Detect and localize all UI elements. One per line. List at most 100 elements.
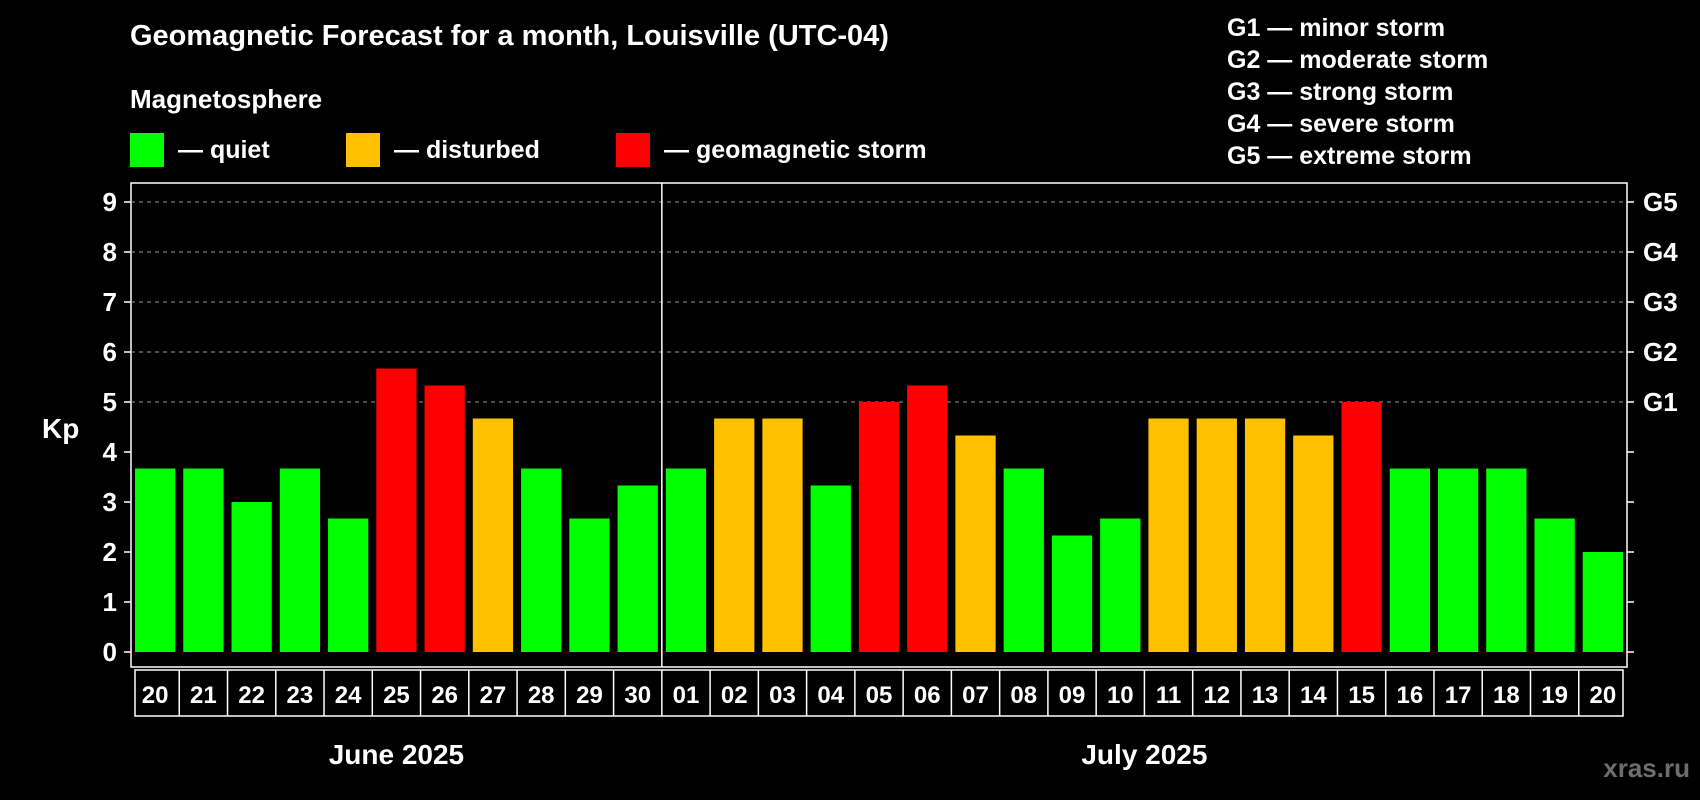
bar-19 [1051,535,1093,652]
y-tick-label-9: 9 [103,187,117,217]
date-label-0: 20 [142,682,169,709]
date-label-17: 07 [962,682,989,709]
watermark: xras.ru [1603,753,1690,783]
bar-13 [762,418,803,652]
bar-15 [858,402,900,652]
bar-25 [1341,402,1382,652]
storm-scale-g4: G4 — severe storm [1227,110,1455,138]
bar-24 [1293,435,1334,652]
date-label-10: 30 [624,682,651,709]
bar-23 [1244,418,1286,652]
date-label-21: 11 [1156,682,1181,709]
bar-28 [1486,468,1527,652]
legend-swatch-storm [616,133,650,167]
y-tick-label-1: 1 [103,587,117,617]
date-label-4: 24 [335,682,362,709]
bar-26 [1389,468,1430,652]
legend-item-quiet: — quiet [130,133,270,167]
storm-scale-g2: G2 — moderate storm [1227,46,1489,74]
y-tick-label-6: 6 [103,337,117,367]
bar-30 [1582,552,1623,652]
legend-label-disturbed: — disturbed [394,135,540,164]
month-label-1: July 2025 [1081,739,1207,770]
y-tick-label-8: 8 [103,237,117,267]
bar-5 [376,368,417,652]
legend-item-disturbed: — disturbed [346,133,540,167]
date-label-29: 19 [1541,682,1568,709]
legend-swatch-disturbed [346,133,380,167]
date-label-28: 18 [1493,682,1520,709]
date-label-8: 28 [528,682,555,709]
date-label-23: 13 [1252,682,1279,709]
storm-scale-g1: G1 — minor storm [1227,14,1446,42]
date-label-16: 06 [914,682,941,709]
bar-20 [1100,518,1141,652]
legend-label-quiet: — quiet [178,135,270,164]
legend-heading: Magnetosphere [130,84,323,114]
date-label-12: 02 [721,682,748,709]
bar-29 [1534,518,1575,652]
bar-3 [279,468,321,652]
date-label-20: 10 [1107,682,1134,709]
date-label-5: 25 [383,682,410,709]
bar-22 [1196,418,1237,652]
right-tick-label-g1: G1 [1643,387,1678,417]
bar-1 [183,468,224,652]
date-label-11: 01 [673,682,700,709]
storm-scale-list: G1 — minor storm G2 — moderate storm G3 … [1227,12,1488,172]
bar-0 [135,468,176,652]
bar-21 [1148,418,1189,652]
y-tick-label-5: 5 [103,387,117,417]
y-tick-label-4: 4 [103,437,118,467]
bar-9 [569,518,610,652]
date-label-3: 23 [287,682,314,709]
y-tick-label-3: 3 [103,487,117,517]
date-label-22: 12 [1203,682,1230,709]
bar-17 [955,435,996,652]
month-label-0: June 2025 [329,739,464,770]
date-label-27: 17 [1445,682,1472,709]
date-label-26: 16 [1396,682,1423,709]
y-tick-label-2: 2 [103,537,117,567]
y-tick-label-7: 7 [103,287,117,317]
bar-12 [714,418,755,652]
date-label-30: 20 [1590,682,1617,709]
bar-14 [810,485,851,652]
chart-title: Geomagnetic Forecast for a month, Louisv… [130,20,889,52]
date-label-19: 09 [1059,682,1086,709]
bar-8 [521,468,562,652]
date-label-25: 15 [1348,682,1375,709]
date-label-6: 26 [431,682,458,709]
date-label-18: 08 [1010,682,1037,709]
date-label-1: 21 [190,682,217,709]
legend-label-storm: — geomagnetic storm [664,135,927,164]
right-tick-label-g4: G4 [1643,237,1678,267]
date-row-frame [134,669,1624,717]
date-label-7: 27 [480,682,507,709]
date-label-14: 04 [817,682,844,709]
bar-2 [231,502,272,652]
date-label-24: 14 [1300,682,1327,709]
date-label-13: 03 [769,682,796,709]
bar-16 [907,385,948,652]
date-label-2: 22 [238,682,265,709]
bar-11 [665,468,707,652]
bar-4 [328,518,369,652]
legend-item-storm: — geomagnetic storm [616,133,927,167]
storm-scale-g3: G3 — strong storm [1227,78,1454,106]
bar-27 [1437,468,1479,652]
date-label-15: 05 [866,682,893,709]
bar-18 [1003,468,1044,652]
right-tick-label-g5: G5 [1643,187,1678,217]
right-tick-label-g2: G2 [1643,337,1678,367]
plot-frame [130,182,1628,668]
date-label-9: 29 [576,682,603,709]
bar-10 [617,485,658,652]
storm-scale-g5: G5 — extreme storm [1227,142,1472,170]
bar-6 [424,385,465,652]
right-tick-label-g3: G3 [1643,287,1678,317]
bar-7 [472,418,514,652]
y-axis-label: Kp [42,413,79,444]
legend-swatch-quiet [130,133,164,167]
